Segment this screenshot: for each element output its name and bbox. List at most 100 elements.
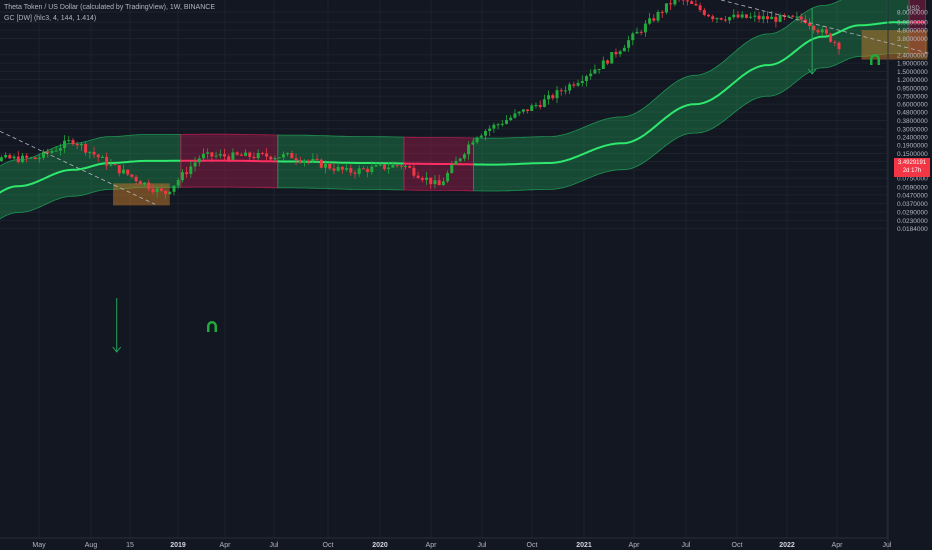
candle-body (349, 168, 353, 173)
candle-body (130, 174, 134, 177)
candle-body (808, 23, 812, 26)
candle-body (121, 169, 125, 174)
candle-body (618, 51, 622, 55)
candle-body (290, 153, 294, 159)
candle-body (652, 18, 656, 21)
candle-body (100, 156, 104, 158)
candle-body (260, 152, 264, 154)
x-tick-label: Oct (323, 542, 334, 549)
x-tick-label: 2019 (170, 542, 186, 549)
x-axis[interactable]: May Aug 15 2019 Apr Jul Oct 2020 Apr Jul Oct 2021 Ap… (0, 537, 892, 549)
symbol-title: Theta Token / US Dollar (calculated by T… (4, 4, 215, 11)
candle-body (172, 185, 176, 192)
candle-body (437, 180, 441, 186)
candle-body (749, 16, 753, 18)
candle-body (787, 15, 791, 17)
y-tick-label: 6.0000000 (897, 20, 928, 27)
candle-body (88, 151, 92, 153)
candle-body (505, 120, 509, 124)
candle-body (547, 95, 551, 100)
candle-body (227, 156, 231, 160)
candle-body (63, 140, 67, 149)
candle-body (223, 154, 227, 157)
candle-body (374, 165, 378, 167)
candle-body (155, 188, 159, 193)
arrow-head-icon (112, 346, 122, 353)
y-tick-label: 1.5000000 (897, 69, 928, 76)
candle-body (12, 156, 16, 159)
candle-body (500, 123, 504, 125)
candle-body (534, 105, 538, 107)
candle-body (441, 181, 445, 186)
x-tick-label: Apr (629, 542, 641, 549)
highlight-boxes (113, 30, 928, 206)
candle-body (816, 30, 820, 33)
x-tick-label: Apr (426, 542, 438, 549)
candle-body (711, 16, 715, 20)
candle-body (589, 73, 593, 77)
candle-body (509, 117, 513, 121)
candle-body (467, 144, 471, 155)
candle-body (206, 152, 210, 154)
y-tick-label: 0.0470000 (897, 192, 928, 199)
band-midline (180, 159, 278, 163)
candle-body (538, 105, 542, 107)
x-tick-label: Apr (832, 542, 844, 549)
candle-body (105, 156, 109, 166)
indicator-legend[interactable]: GC [DW] (hlc3, 4, 144, 1.414) (4, 15, 97, 22)
y-tick-label: 4.8000000 (897, 28, 928, 35)
candle-body (521, 109, 525, 112)
candle-body (555, 90, 559, 99)
candle-body (168, 191, 172, 194)
candle-body (492, 124, 496, 129)
candle-body (799, 16, 803, 20)
candle-body (559, 90, 563, 92)
candle-body (193, 162, 197, 167)
candle-body (126, 169, 130, 175)
candle-body (723, 19, 727, 21)
candle-body (627, 40, 631, 48)
candle-body (395, 164, 399, 166)
candle-body (707, 14, 711, 17)
trendline-2018 (0, 130, 156, 205)
magnet-icon (207, 321, 217, 332)
candle-body (740, 14, 744, 18)
candle-body (576, 82, 580, 86)
candle-body (46, 151, 50, 153)
candle-body (294, 158, 298, 161)
y-tick-label: 0.9500000 (897, 85, 928, 92)
candle-body (269, 156, 273, 160)
candle-body (197, 158, 201, 163)
candle-body (412, 167, 416, 176)
band-midline (0, 159, 181, 194)
y-tick-label: 0.0370000 (897, 201, 928, 208)
candle-body (416, 175, 420, 179)
candle-body (180, 172, 184, 181)
candle-body (736, 14, 740, 18)
candle-body (366, 168, 370, 173)
x-tick-label: Jul (478, 542, 487, 549)
candle-body (248, 152, 252, 157)
candle-body (656, 11, 660, 21)
candle-body (33, 157, 37, 160)
candle-body (138, 181, 142, 185)
candle-body (71, 140, 75, 144)
y-tick-label: 2.4000000 (897, 52, 928, 59)
y-tick-label: 0.2400000 (897, 134, 928, 141)
candle-body (84, 143, 88, 153)
candle-body (25, 155, 29, 158)
candle-body (239, 154, 243, 156)
candle-body (606, 60, 610, 64)
candle-body (462, 154, 466, 159)
candle-body (446, 172, 450, 182)
candle-body (176, 180, 180, 186)
candle-body (357, 168, 361, 174)
x-tick-label: Apr (220, 542, 232, 549)
candle-body (277, 157, 281, 159)
candle-body (92, 151, 96, 155)
candle-body (324, 163, 328, 168)
candle-body (450, 164, 454, 173)
candle-body (8, 155, 12, 159)
